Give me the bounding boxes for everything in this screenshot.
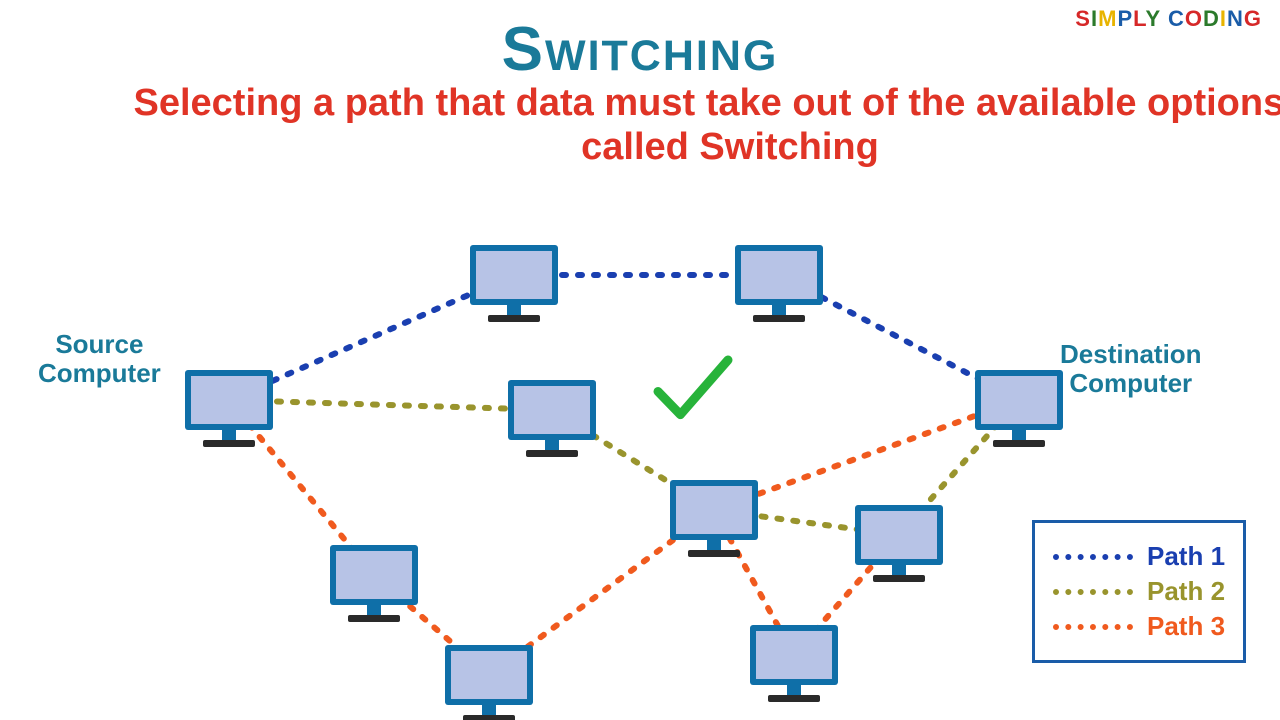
legend-label: Path 2 [1147, 576, 1225, 607]
computer-icon [470, 245, 558, 322]
destination-computer-label: Destination Computer [1060, 340, 1202, 397]
computer-icon [670, 480, 758, 557]
legend-swatch [1053, 589, 1133, 595]
source-computer-label: Source Computer [38, 330, 161, 387]
legend-row: Path 2 [1053, 576, 1225, 607]
edge-path3 [714, 400, 1019, 510]
checkmark-icon [658, 360, 728, 415]
legend-row: Path 3 [1053, 611, 1225, 642]
legend-swatch [1053, 554, 1133, 560]
legend-label: Path 1 [1147, 541, 1225, 572]
legend-row: Path 1 [1053, 541, 1225, 572]
computer-icon [735, 245, 823, 322]
computer-icon [750, 625, 838, 702]
computer-icon [508, 380, 596, 457]
computer-icon [330, 545, 418, 622]
computer-icon [445, 645, 533, 720]
legend-label: Path 3 [1147, 611, 1225, 642]
path-legend: Path 1 Path 2 Path 3 [1032, 520, 1246, 663]
edge-path2 [229, 400, 552, 410]
legend-swatch [1053, 624, 1133, 630]
